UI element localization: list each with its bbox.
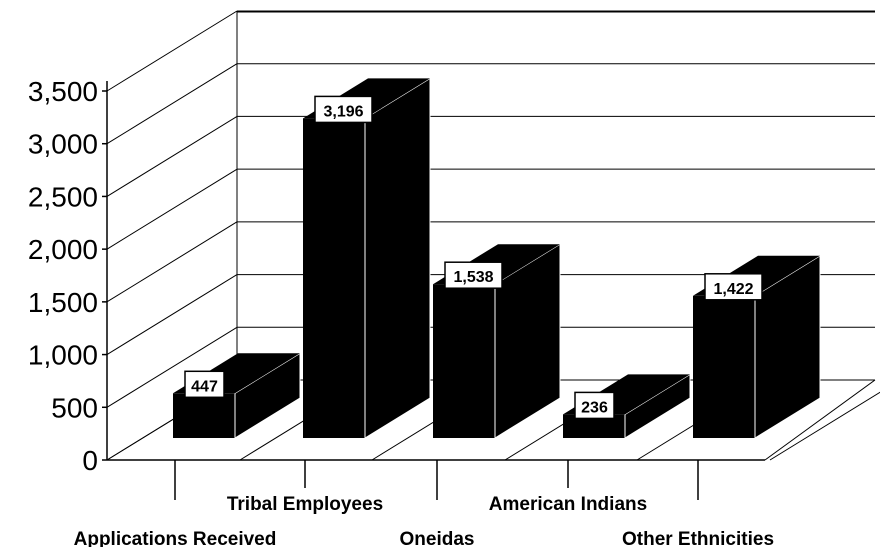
x-category-label: Applications Received [74,529,277,547]
data-label: 236 [581,399,608,416]
gridline-side [106,326,238,408]
floor-right-edge [764,379,876,461]
y-tick-label: 0 [82,445,98,476]
bar-front [693,295,755,438]
y-tick-label: 3,000 [28,129,98,160]
gridline-side [106,116,238,197]
y-tick-label: 1,000 [28,340,98,371]
x-category-label: Oneidas [400,529,475,547]
bar-side [364,77,431,439]
y-tick-label: 2,000 [28,234,98,265]
data-label-box [574,391,615,420]
label-layer: 0 500 1,000 1,500 2,000 2,500 3,000 3,500 447 3,1… [28,76,774,547]
y-tick-label: 3,500 [28,76,98,107]
x-category-label: Tribal Employees [227,494,383,515]
gridline-side [106,274,238,355]
data-label: 1,422 [713,281,753,298]
bar-front [173,393,235,438]
bar-side [234,352,301,439]
bar-front [303,118,365,439]
x-category-label: American Indians [489,494,647,515]
bar-front [433,284,495,438]
data-label: 447 [191,378,218,395]
data-label-box [704,273,763,301]
axis-layer [102,81,765,500]
gridline-side [106,10,238,92]
y-tick-label: 500 [51,392,98,423]
bar-layer [173,77,821,439]
bar-front [563,414,625,438]
data-label-box [184,370,225,399]
data-label: 1,538 [453,269,493,286]
bar [693,254,821,439]
bar [303,77,431,439]
data-label-box [314,95,373,124]
x-category-label: Other Ethnicities [622,529,774,547]
y-tick-label: 2,500 [28,181,98,212]
gridline-side [106,168,238,250]
gridline-side [106,63,238,145]
floor-line [769,391,880,461]
data-label: 3,196 [323,103,363,120]
y-tick-label: 1,500 [28,287,98,318]
data-label-box [444,261,503,289]
gridline-side [106,221,238,303]
